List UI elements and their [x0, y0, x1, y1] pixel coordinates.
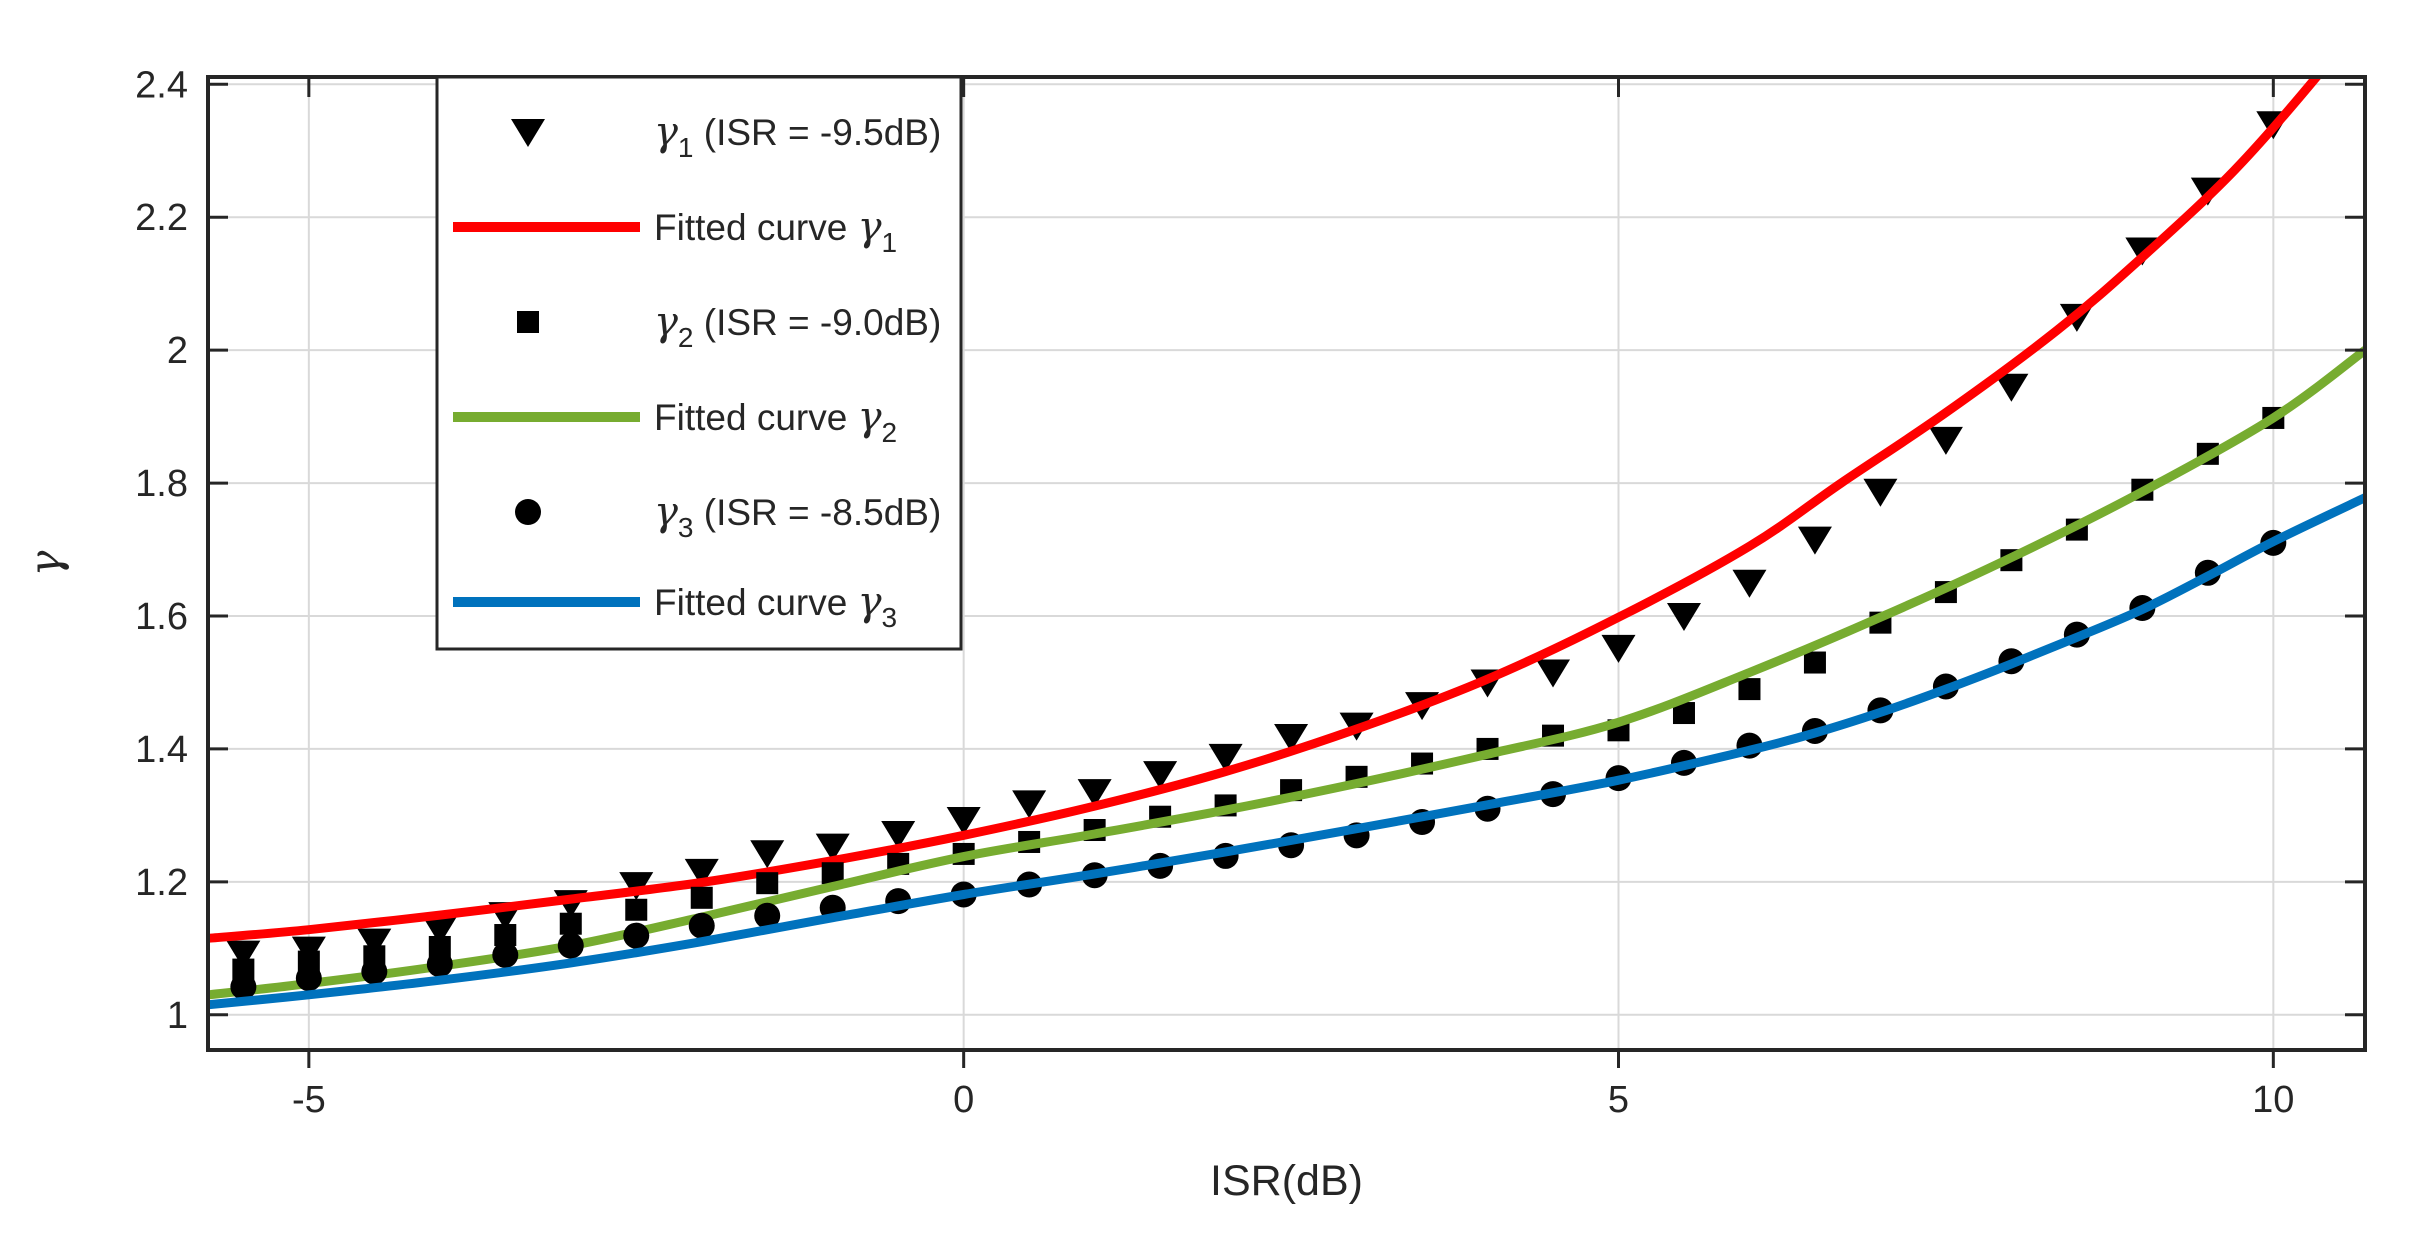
triangle-down-marker [946, 807, 981, 836]
square-marker [1738, 678, 1761, 701]
square-marker [690, 886, 713, 909]
square-marker [494, 924, 517, 947]
triangle-down-marker [684, 858, 719, 887]
triangle-down-marker [422, 916, 457, 945]
y-tick-label: 1.6 [135, 596, 188, 638]
triangle-down-marker [1797, 526, 1832, 555]
triangle-down-marker [619, 872, 654, 901]
x-tick-label: -5 [292, 1079, 326, 1121]
plot-series [208, 77, 2365, 1010]
legend-label: γ1 (ISR = -9.5dB) [654, 109, 941, 163]
triangle-down-marker [226, 940, 261, 969]
square-marker [821, 862, 844, 885]
tick-labels: -5 0 5 10 1 1.2 1.4 1.6 1.8 2 2.2 2.4 [135, 64, 2294, 1121]
square-marker [428, 935, 451, 958]
triangle-down-marker [750, 840, 785, 869]
y-tick-label: 2.2 [135, 197, 188, 239]
triangle-down-marker [815, 833, 850, 862]
legend-item: γ3 (ISR = -8.5dB) [515, 489, 941, 543]
legend-label: Fitted curve γ3 [654, 579, 897, 633]
circle-marker [623, 922, 650, 949]
circle-marker [426, 951, 453, 978]
triangle-down-marker [1077, 779, 1112, 808]
legend-triangle-down-icon [511, 119, 545, 147]
y-tick-label: 1.8 [135, 463, 188, 505]
legend-label: Fitted curve γ2 [654, 394, 897, 448]
triangle-down-marker [1012, 790, 1047, 819]
circle-marker [688, 912, 715, 939]
axis-ticks [208, 77, 2365, 1068]
legend-item: Fitted curve γ1 [453, 204, 897, 258]
circle-marker [557, 932, 584, 959]
triangle-down-marker [1928, 426, 1963, 455]
legend-item: γ1 (ISR = -9.5dB) [511, 109, 941, 163]
triangle-down-marker [1274, 723, 1309, 752]
legend-label: Fitted curve γ1 [654, 204, 897, 258]
triangle-down-marker [881, 820, 916, 849]
square-marker [1803, 651, 1826, 674]
series-gamma1-fit [208, 77, 2323, 943]
legend-item: Fitted curve γ2 [453, 394, 897, 448]
x-tick-label: 5 [1608, 1079, 1629, 1121]
circle-marker [295, 965, 322, 992]
triangle-down-marker [1208, 743, 1243, 772]
triangle-down-marker [357, 928, 392, 957]
square-marker [1672, 702, 1695, 725]
legend-box [435, 75, 963, 651]
axes-box [206, 75, 2367, 1052]
triangle-down-marker [1732, 569, 1767, 598]
triangle-down-marker [1143, 761, 1178, 790]
legend-label: γ2 (ISR = -9.0dB) [654, 299, 941, 353]
circle-marker [361, 958, 388, 985]
series-gamma3-fit [208, 493, 2365, 1010]
legend: γ1 (ISR = -9.5dB) Fitted curve γ1 γ2 (ISR … [435, 75, 963, 651]
x-axis-label: ISR(dB) [1210, 1157, 1363, 1205]
triangle-down-marker [1666, 603, 1701, 632]
circle-marker [754, 902, 781, 929]
legend-item: Fitted curve γ3 [453, 579, 897, 633]
circle-marker [230, 973, 257, 1000]
triangle-down-marker [1994, 373, 2029, 402]
legend-item: γ2 (ISR = -9.0dB) [517, 299, 941, 353]
y-tick-label: 1.4 [135, 729, 188, 771]
square-marker [756, 872, 779, 895]
legend-label: γ3 (ISR = -8.5dB) [654, 489, 941, 543]
square-marker [232, 958, 255, 981]
legend-square-icon [517, 311, 539, 333]
legend-circle-icon [515, 499, 541, 525]
x-tick-label: 0 [953, 1079, 974, 1121]
square-marker [625, 898, 648, 921]
y-tick-label: 1.2 [135, 862, 188, 904]
x-tick-label: 10 [2252, 1079, 2294, 1121]
triangle-down-marker [1601, 634, 1636, 663]
y-tick-label: 1 [167, 995, 188, 1037]
circle-marker [492, 941, 519, 968]
triangle-down-marker [1863, 478, 1898, 507]
y-tick-label: 2 [167, 330, 188, 372]
y-axis-label: γ [21, 550, 71, 576]
y-tick-label: 2.4 [135, 64, 188, 106]
square-marker [559, 912, 582, 935]
triangle-down-marker [1536, 659, 1571, 688]
